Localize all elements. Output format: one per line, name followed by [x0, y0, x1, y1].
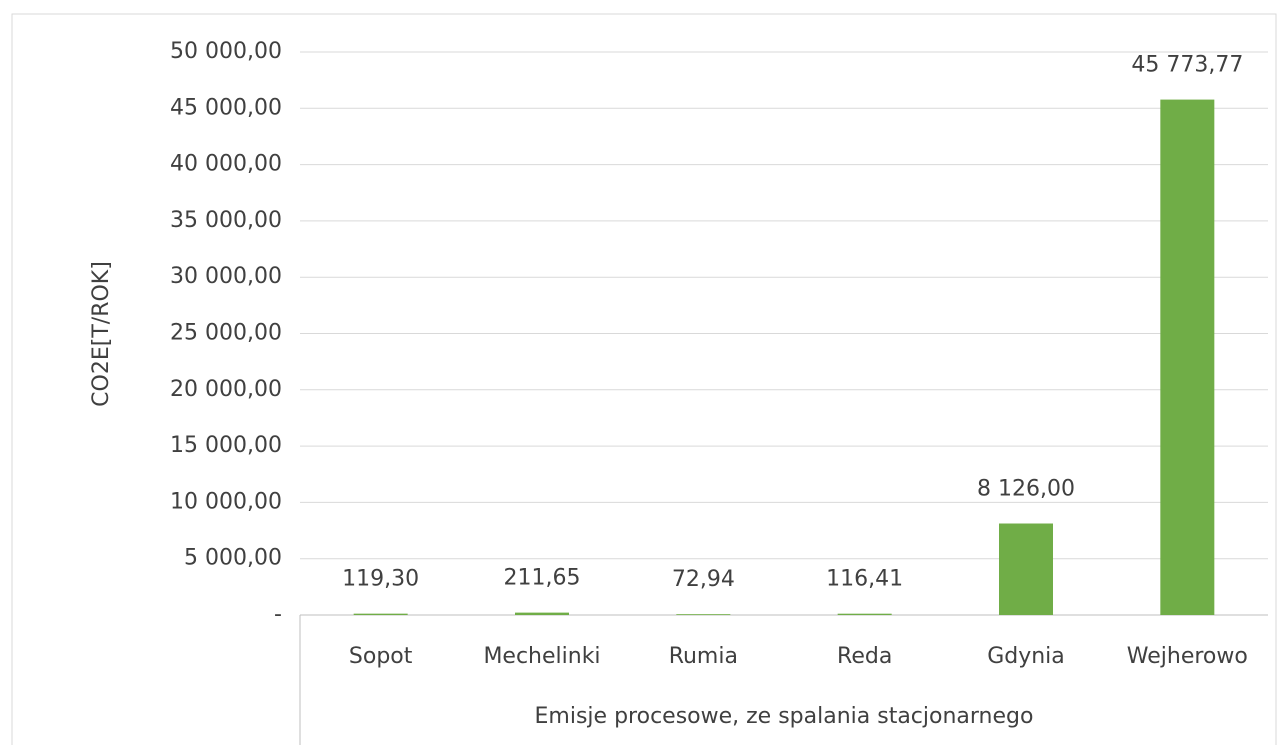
- value-label: 45 773,77: [1131, 53, 1243, 78]
- chart-border: [11, 13, 1277, 745]
- x-tick-label: Gdynia: [987, 644, 1065, 669]
- y-tick-label: -: [274, 602, 282, 627]
- x-tick-label: Reda: [837, 644, 892, 669]
- value-label: 8 126,00: [977, 477, 1075, 502]
- bar: [515, 612, 569, 615]
- y-tick-label: 15 000,00: [170, 433, 282, 458]
- bar: [837, 613, 892, 615]
- y-tick-label: 20 000,00: [170, 377, 282, 402]
- y-tick-label: 45 000,00: [170, 95, 282, 120]
- value-label: 119,30: [342, 567, 419, 592]
- y-tick-label: 10 000,00: [170, 489, 282, 514]
- bar: [999, 523, 1053, 615]
- bar: [676, 614, 731, 615]
- y-tick-label: 30 000,00: [170, 264, 282, 289]
- y-tick-label: 5 000,00: [184, 546, 282, 571]
- y-tick-label: 50 000,00: [170, 39, 282, 64]
- x-tick-label: Rumia: [669, 644, 738, 669]
- x-tick-label: Mechelinki: [483, 644, 600, 669]
- y-tick-label: 35 000,00: [170, 208, 282, 233]
- bar: [353, 613, 408, 615]
- y-tick-label: 25 000,00: [170, 321, 282, 346]
- x-tick-label: Sopot: [349, 644, 413, 669]
- x-tick-label: Wejherowo: [1127, 644, 1248, 669]
- bar: [1160, 99, 1215, 616]
- value-label: 116,41: [826, 567, 903, 592]
- y-axis-label: CO2E[T/ROK]: [89, 261, 114, 407]
- y-tick-label: 40 000,00: [170, 152, 282, 177]
- x-axis-label: Emisje procesowe, ze spalania stacjonarn…: [535, 704, 1034, 729]
- value-label: 211,65: [504, 566, 581, 591]
- value-label: 72,94: [672, 567, 735, 592]
